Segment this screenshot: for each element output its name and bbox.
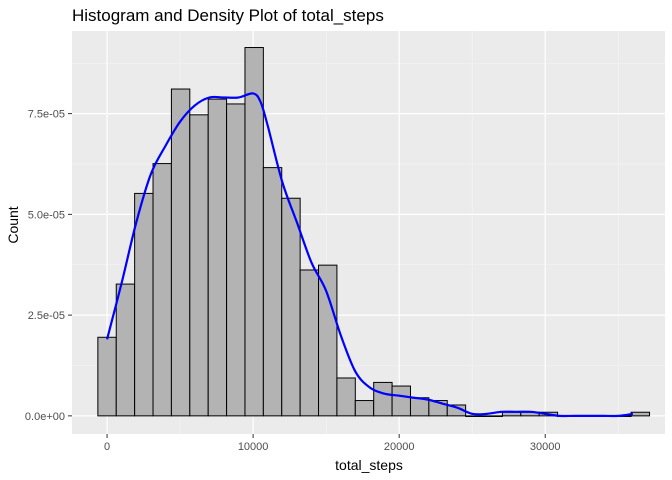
density-curve bbox=[105, 92, 634, 418]
histogram-bar bbox=[97, 336, 117, 417]
histogram-bar bbox=[189, 114, 209, 417]
x-tick-label: 0 bbox=[104, 441, 110, 453]
y-tick-label: 0.0e+00 bbox=[25, 411, 65, 423]
x-axis-label: total_steps bbox=[335, 457, 403, 473]
histogram-bar bbox=[318, 264, 338, 417]
y-tick-label: 7.5e-05 bbox=[28, 109, 65, 121]
histogram-bar bbox=[299, 269, 320, 417]
y-tick-label: 2.5e-05 bbox=[28, 310, 65, 322]
histogram-bar bbox=[152, 163, 172, 417]
histogram-bar bbox=[134, 192, 154, 417]
histogram-bar bbox=[465, 415, 485, 417]
histogram-bar bbox=[262, 167, 283, 417]
x-tick-label: 30000 bbox=[530, 441, 561, 453]
histogram-bar bbox=[281, 197, 301, 417]
x-tick-label: 10000 bbox=[238, 441, 269, 453]
histogram-bar bbox=[409, 397, 430, 417]
histogram-bar bbox=[207, 98, 228, 417]
chart-title: Histogram and Density Plot of total_step… bbox=[72, 6, 384, 25]
histogram-bar bbox=[226, 103, 246, 417]
y-axis-tick-labels: 0.0e+00 2.5e-05 5.0e-05 7.5e-05 bbox=[25, 109, 65, 423]
histogram-bar bbox=[170, 88, 191, 417]
histogram-bar bbox=[391, 385, 411, 417]
histogram-bar bbox=[115, 283, 136, 417]
x-tick-label: 20000 bbox=[384, 441, 415, 453]
histogram-bars bbox=[97, 47, 651, 417]
x-axis-tick-labels: 0 10000 20000 30000 bbox=[104, 441, 561, 453]
y-axis-label: Count bbox=[5, 206, 21, 243]
histogram-bar bbox=[630, 411, 651, 417]
histogram-bar bbox=[336, 377, 356, 417]
histogram-bar bbox=[373, 381, 393, 417]
axis-ticks bbox=[68, 113, 546, 438]
y-tick-label: 5.0e-05 bbox=[28, 209, 65, 221]
histogram-bar bbox=[354, 400, 375, 417]
histogram-bar bbox=[483, 415, 503, 417]
